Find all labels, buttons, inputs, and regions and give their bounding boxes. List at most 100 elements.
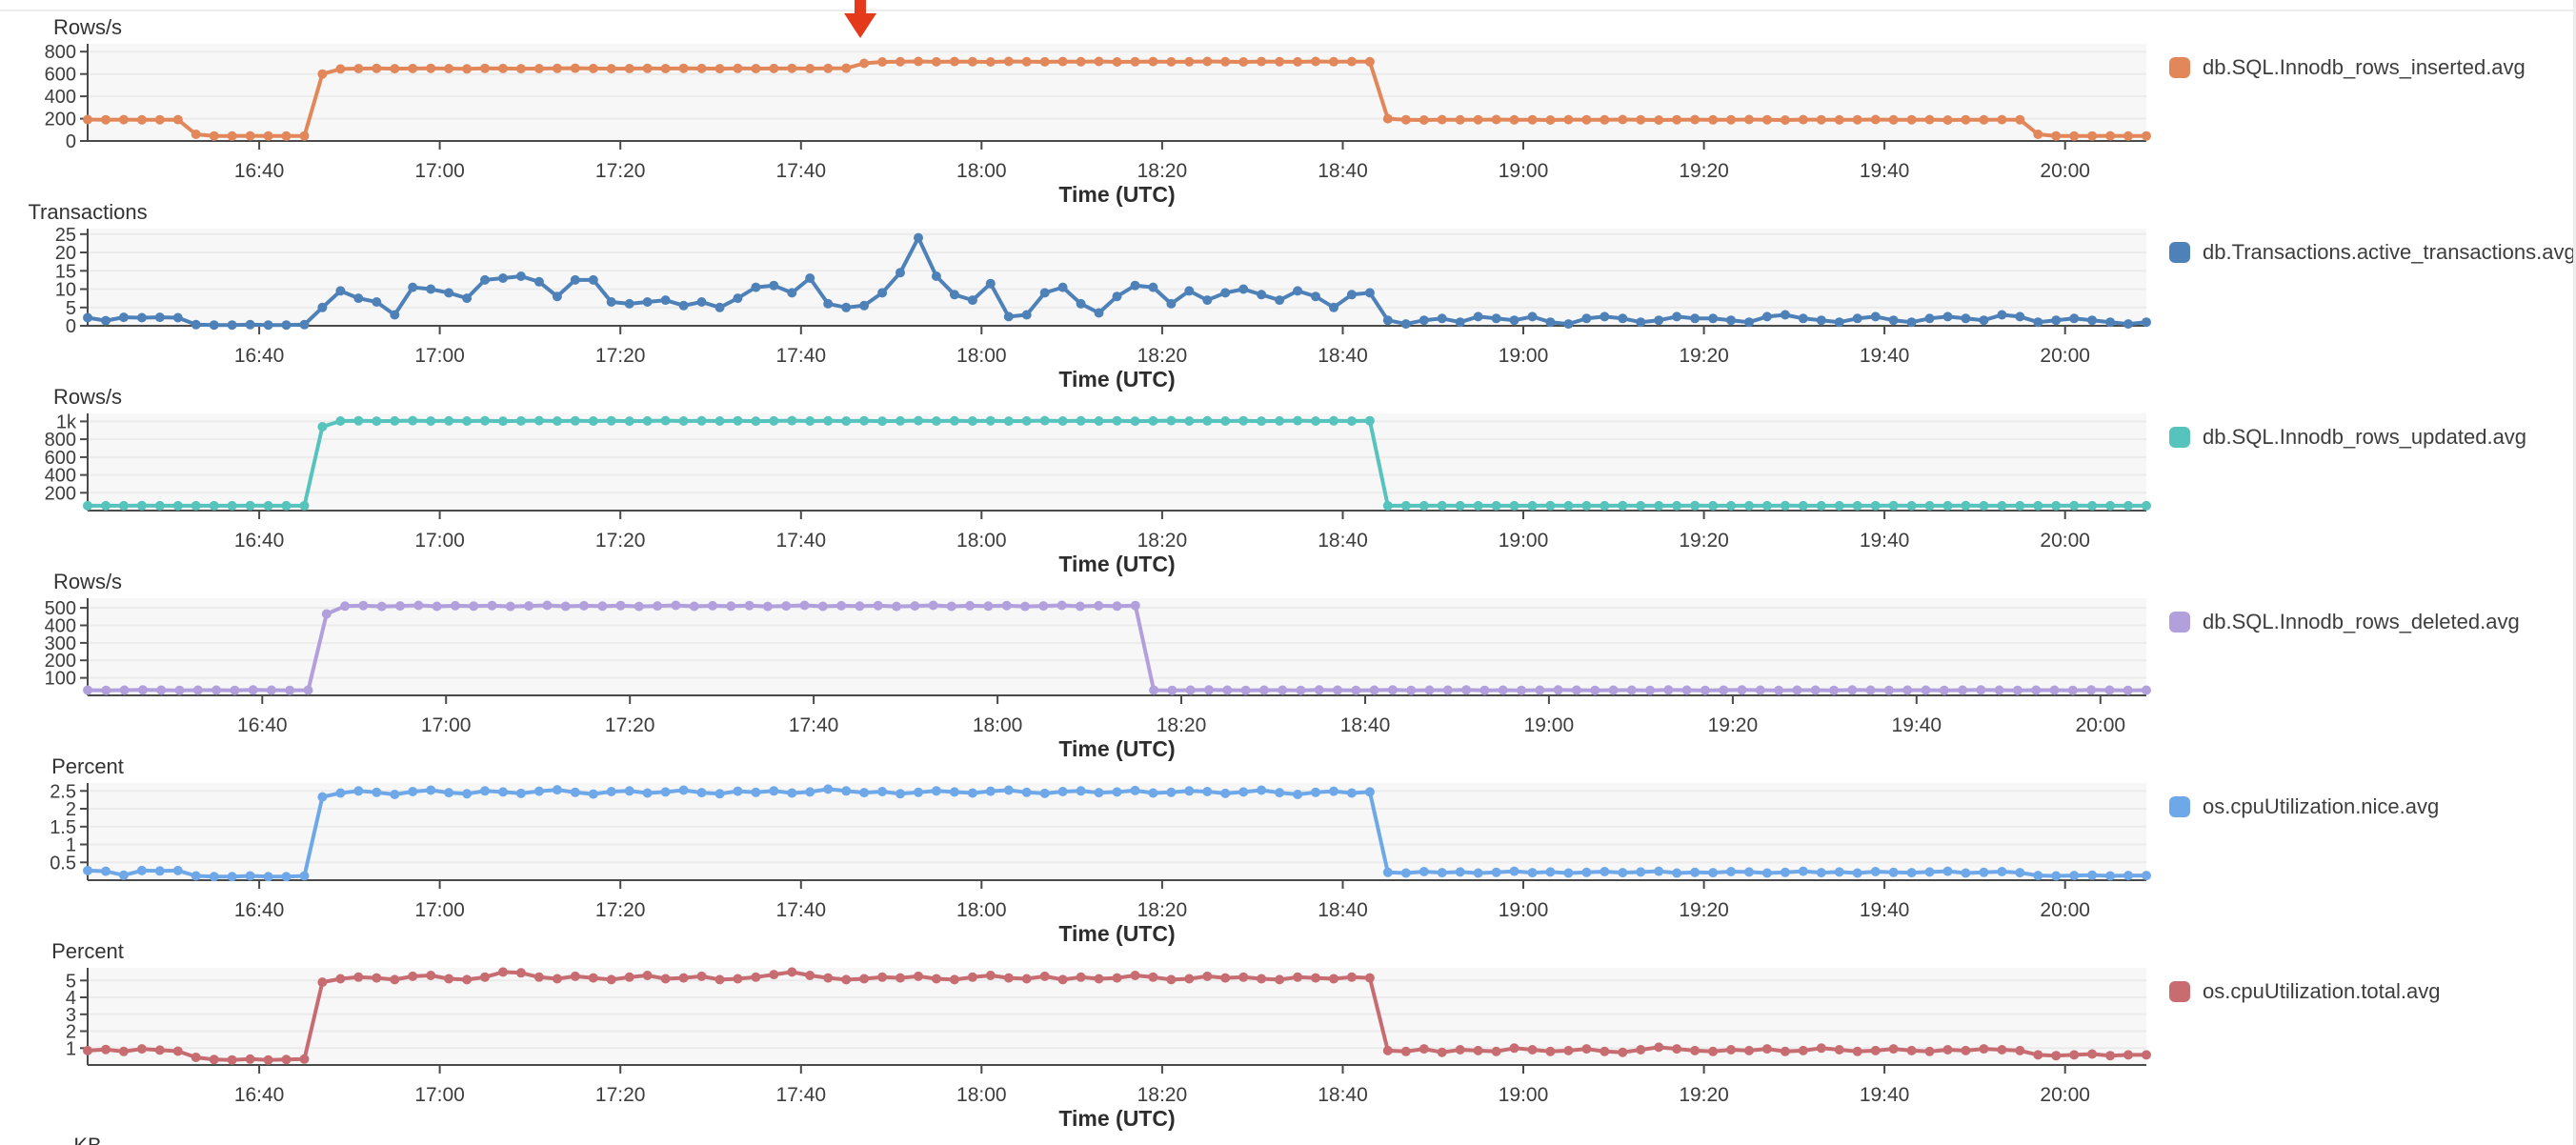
x-axis-title: Time (UTC) bbox=[1058, 921, 1176, 946]
x-axis-title: Time (UTC) bbox=[1058, 367, 1176, 392]
svg-text:19:00: 19:00 bbox=[1524, 714, 1575, 735]
legend-label: db.SQL.Innodb_rows_updated.avg bbox=[2203, 425, 2527, 449]
svg-text:20:00: 20:00 bbox=[2076, 714, 2126, 735]
svg-text:19:20: 19:20 bbox=[1679, 160, 1729, 181]
svg-text:19:00: 19:00 bbox=[1499, 345, 1549, 366]
svg-text:100: 100 bbox=[45, 669, 76, 690]
svg-text:2: 2 bbox=[66, 1022, 76, 1043]
chart-row-cpu-nice: 0.5 1 1.5 2 2.5 16:40 17:00 17:20 17:40 18:00 18:2… bbox=[0, 739, 2576, 946]
svg-text:18:20: 18:20 bbox=[1137, 345, 1188, 366]
svg-text:1.5: 1.5 bbox=[50, 817, 76, 838]
svg-text:3: 3 bbox=[66, 1005, 76, 1026]
svg-text:18:40: 18:40 bbox=[1318, 160, 1368, 181]
svg-text:10: 10 bbox=[55, 280, 76, 301]
svg-text:15: 15 bbox=[55, 261, 76, 282]
svg-text:800: 800 bbox=[45, 42, 76, 63]
svg-text:20: 20 bbox=[55, 243, 76, 264]
legend-item: db.SQL.Innodb_rows_updated.avg bbox=[2169, 425, 2526, 450]
chart-row-innodb-rows-deleted: 100 200 300 400 500 16:40 17:00 17:20 17:40 18:00… bbox=[0, 554, 2576, 761]
svg-text:500: 500 bbox=[45, 598, 76, 619]
svg-text:20:00: 20:00 bbox=[2040, 1084, 2090, 1105]
y-axis-unit-label: Rows/s bbox=[52, 385, 123, 409]
svg-text:18:20: 18:20 bbox=[1137, 899, 1188, 920]
partial-next-chart-unit-label: KB bbox=[0, 1134, 175, 1145]
svg-text:5: 5 bbox=[66, 298, 76, 319]
svg-text:18:40: 18:40 bbox=[1318, 530, 1368, 551]
svg-text:18:00: 18:00 bbox=[956, 899, 1007, 920]
x-axis-title: Time (UTC) bbox=[1058, 736, 1176, 761]
svg-text:17:20: 17:20 bbox=[595, 530, 646, 551]
svg-text:1: 1 bbox=[66, 1038, 76, 1059]
annotation-arrow-icon bbox=[844, 0, 876, 38]
svg-text:19:20: 19:20 bbox=[1679, 530, 1729, 551]
svg-text:20:00: 20:00 bbox=[2040, 160, 2090, 181]
svg-text:600: 600 bbox=[45, 448, 76, 469]
svg-text:18:40: 18:40 bbox=[1318, 1084, 1368, 1105]
svg-text:1: 1 bbox=[66, 835, 76, 856]
svg-text:18:40: 18:40 bbox=[1318, 345, 1368, 366]
chart-row-active-transactions: 0 5 10 15 20 25 16:40 17:00 17:20 17:40 18:00 18:20… bbox=[0, 185, 2576, 392]
top-divider bbox=[0, 10, 2576, 11]
legend-item: db.SQL.Innodb_rows_deleted.avg bbox=[2169, 610, 2520, 634]
svg-text:19:20: 19:20 bbox=[1679, 345, 1729, 366]
svg-text:18:00: 18:00 bbox=[956, 160, 1007, 181]
svg-text:17:40: 17:40 bbox=[776, 160, 827, 181]
svg-text:1k: 1k bbox=[56, 412, 77, 432]
legend-swatch bbox=[2169, 242, 2190, 263]
chart-row-innodb-rows-updated: 200 400 600 800 1k 16:40 17:00 17:20 17:40 18:00 1… bbox=[0, 370, 2576, 576]
x-axis-title: Time (UTC) bbox=[1058, 182, 1176, 207]
svg-text:17:20: 17:20 bbox=[595, 899, 646, 920]
legend-swatch bbox=[2169, 612, 2190, 633]
svg-text:0.5: 0.5 bbox=[50, 853, 76, 874]
svg-text:18:00: 18:00 bbox=[956, 1084, 1007, 1105]
legend-label: db.SQL.Innodb_rows_inserted.avg bbox=[2203, 55, 2526, 79]
svg-text:19:00: 19:00 bbox=[1499, 530, 1549, 551]
plot-cpu-nice[interactable]: 0.511.522.5 16:40 17:00 17:20 17:40 18:00 18:2… bbox=[0, 739, 2576, 920]
legend-swatch bbox=[2169, 981, 2190, 1002]
svg-text:17:00: 17:00 bbox=[414, 345, 465, 366]
svg-text:25: 25 bbox=[55, 225, 76, 246]
svg-text:17:00: 17:00 bbox=[414, 160, 465, 181]
svg-text:400: 400 bbox=[45, 616, 76, 637]
svg-text:19:40: 19:40 bbox=[1860, 1084, 1910, 1105]
y-axis-unit-label: Percent bbox=[51, 939, 124, 963]
svg-text:16:40: 16:40 bbox=[234, 160, 285, 181]
y-axis-unit-label: Rows/s bbox=[52, 15, 123, 39]
svg-text:18:00: 18:00 bbox=[956, 345, 1007, 366]
y-axis-unit-label: Transactions bbox=[28, 200, 148, 224]
legend-label: db.Transactions.active_transactions.avg bbox=[2203, 240, 2576, 264]
svg-text:17:00: 17:00 bbox=[414, 1084, 465, 1105]
svg-text:18:40: 18:40 bbox=[1340, 714, 1391, 735]
legend-swatch bbox=[2169, 796, 2190, 817]
svg-text:17:20: 17:20 bbox=[595, 345, 646, 366]
svg-text:2: 2 bbox=[66, 799, 76, 820]
svg-text:18:00: 18:00 bbox=[973, 714, 1023, 735]
svg-text:300: 300 bbox=[45, 633, 76, 654]
svg-text:0: 0 bbox=[66, 316, 76, 337]
svg-text:19:00: 19:00 bbox=[1499, 160, 1549, 181]
svg-text:19:40: 19:40 bbox=[1860, 160, 1910, 181]
svg-text:17:00: 17:00 bbox=[421, 714, 472, 735]
svg-text:800: 800 bbox=[45, 430, 76, 451]
svg-text:17:00: 17:00 bbox=[414, 530, 465, 551]
svg-text:5: 5 bbox=[66, 971, 76, 992]
svg-text:20:00: 20:00 bbox=[2040, 530, 2090, 551]
svg-text:19:00: 19:00 bbox=[1499, 1084, 1549, 1105]
svg-text:19:40: 19:40 bbox=[1860, 345, 1910, 366]
svg-text:19:40: 19:40 bbox=[1860, 899, 1910, 920]
legend-item: os.cpuUtilization.total.avg bbox=[2169, 979, 2440, 1004]
svg-text:16:40: 16:40 bbox=[234, 899, 285, 920]
svg-text:17:40: 17:40 bbox=[776, 345, 827, 366]
y-axis-unit-label: Rows/s bbox=[52, 570, 123, 593]
svg-text:16:40: 16:40 bbox=[234, 1084, 285, 1105]
svg-text:17:20: 17:20 bbox=[595, 160, 646, 181]
svg-text:19:40: 19:40 bbox=[1892, 714, 1942, 735]
svg-text:200: 200 bbox=[45, 110, 76, 131]
legend-swatch bbox=[2169, 427, 2190, 448]
